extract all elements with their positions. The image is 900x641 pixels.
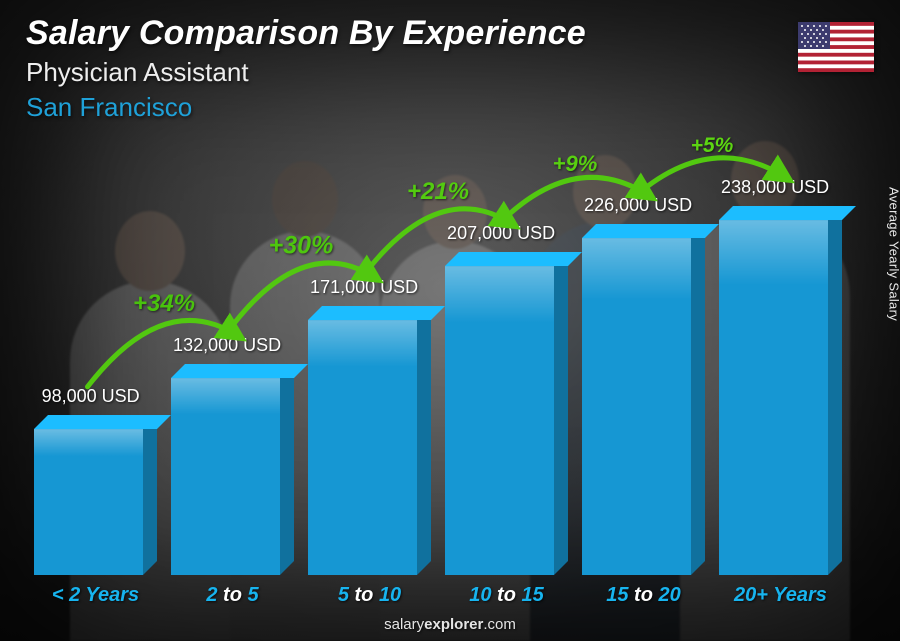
footer-right: explorer [424,616,483,633]
x-label: 2 to 5 [171,584,294,607]
value-label: 132,000 USD [173,335,281,356]
flag-icon [798,22,874,72]
growth-label: +5% [691,134,734,158]
bar-3d [171,378,294,575]
header: Salary Comparison By Experience Physicia… [26,14,874,123]
bar: 98,000 USD [34,180,157,575]
bar-chart: 98,000 USD 132,000 USD 171,000 USD 207,000 … [34,180,842,575]
x-label: 10 to 15 [445,584,568,607]
bar: 207,000 USD [445,180,568,575]
growth-label: +9% [553,151,598,177]
bar-3d [582,238,705,575]
value-label: 98,000 USD [42,386,140,407]
bar-3d [445,266,568,575]
bar: 238,000 USD [719,180,842,575]
growth-label: +34% [133,290,195,318]
footer-left: salary [384,616,424,633]
x-label: 20+ Years [719,584,842,607]
page-title: Salary Comparison By Experience [26,14,874,53]
value-label: 207,000 USD [447,223,555,244]
footer-suffix: .com [483,616,516,633]
x-label: 15 to 20 [582,584,705,607]
value-label: 238,000 USD [721,177,829,198]
x-label: < 2 Years [34,584,157,607]
x-axis: < 2 Years 2 to 5 5 to 10 10 to 15 15 to 20 20… [34,584,842,607]
bar-3d [719,220,842,575]
location: San Francisco [26,92,874,123]
footer-attribution: salaryexplorer.com [0,616,900,633]
y-axis-label: Average Yearly Salary [887,187,900,321]
bar: 226,000 USD [582,180,705,575]
bar-3d [34,429,157,575]
value-label: 226,000 USD [584,195,692,216]
bar-3d [308,320,431,575]
value-label: 171,000 USD [310,277,418,298]
growth-label: +21% [407,178,469,206]
x-label: 5 to 10 [308,584,431,607]
growth-label: +30% [269,231,334,260]
subtitle: Physician Assistant [26,57,874,88]
